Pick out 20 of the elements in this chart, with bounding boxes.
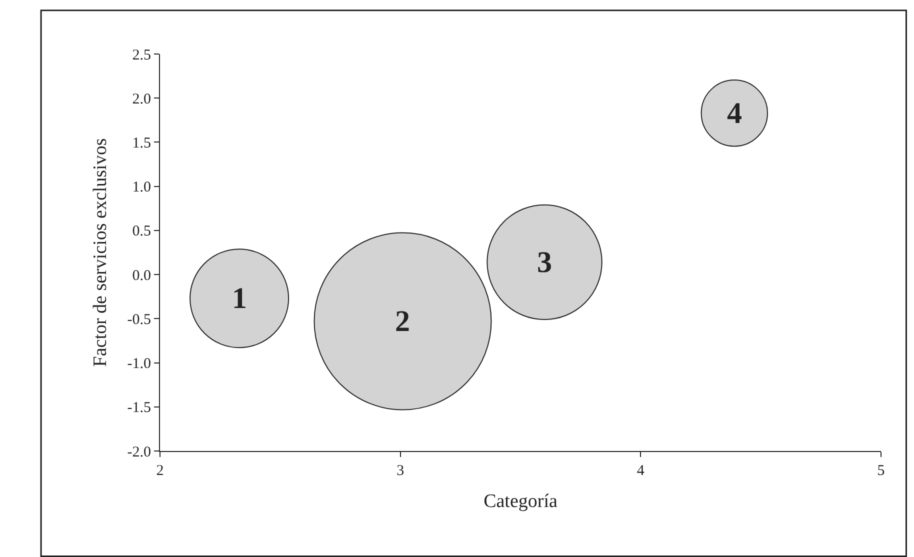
annotation: 3 [537, 246, 552, 279]
x-tick-label: 5 [877, 463, 885, 479]
y-tick-label: -0.5 [127, 312, 151, 328]
y-tick-label: 1.0 [132, 180, 151, 196]
x-tick-label: 3 [396, 463, 404, 479]
annotation: 1 [232, 282, 247, 315]
y-tick-label: -1.5 [127, 400, 151, 416]
y-tick-label: 0.0 [132, 268, 151, 284]
x-axis-title: Categoría [484, 490, 558, 512]
x-tick-label: 4 [636, 463, 645, 479]
annotation: 2 [395, 305, 410, 338]
y-tick-label: 2.5 [132, 47, 151, 64]
x-tick-label: 2 [156, 463, 164, 479]
y-tick-label: 2.0 [132, 91, 151, 108]
y-tick-label: -1.0 [127, 356, 151, 372]
annotation: 4 [727, 97, 742, 130]
y-axis-title: Factor de servicios exclusivos [90, 138, 112, 367]
y-tick-label: 1.5 [132, 135, 151, 152]
y-tick-label: 0.5 [132, 224, 151, 240]
y-tick-label: -2.0 [127, 444, 151, 460]
